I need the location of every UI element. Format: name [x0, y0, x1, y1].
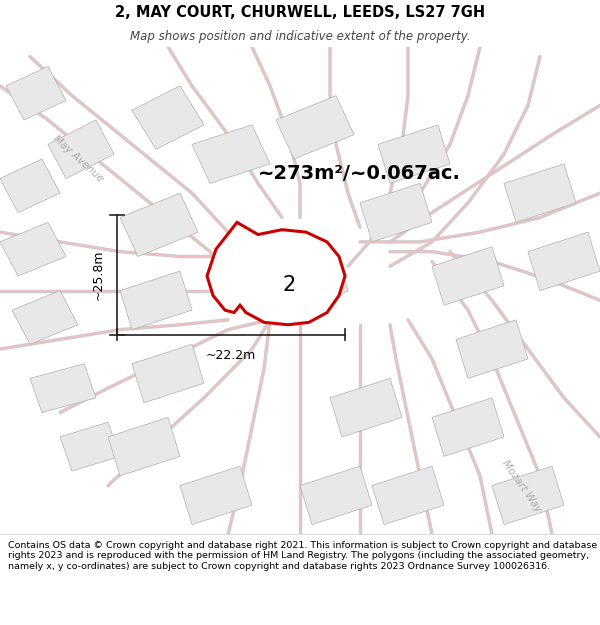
Polygon shape — [180, 466, 252, 524]
Polygon shape — [30, 364, 96, 413]
Polygon shape — [456, 320, 528, 378]
Polygon shape — [120, 193, 198, 256]
Polygon shape — [0, 222, 66, 276]
Text: Mozart Way: Mozart Way — [500, 458, 544, 514]
Polygon shape — [492, 466, 564, 524]
Text: Map shows position and indicative extent of the property.: Map shows position and indicative extent… — [130, 30, 470, 43]
Polygon shape — [210, 242, 282, 301]
Text: ~22.2m: ~22.2m — [206, 349, 256, 362]
Polygon shape — [300, 466, 372, 524]
Text: 2, MAY COURT, CHURWELL, LEEDS, LS27 7GH: 2, MAY COURT, CHURWELL, LEEDS, LS27 7GH — [115, 5, 485, 20]
Polygon shape — [60, 422, 120, 471]
Polygon shape — [276, 96, 354, 159]
Text: ~273m²/~0.067ac.: ~273m²/~0.067ac. — [258, 164, 461, 183]
Polygon shape — [132, 344, 204, 402]
Polygon shape — [432, 398, 504, 456]
Polygon shape — [120, 271, 192, 329]
Text: Contains OS data © Crown copyright and database right 2021. This information is : Contains OS data © Crown copyright and d… — [8, 541, 597, 571]
Polygon shape — [378, 125, 450, 183]
Polygon shape — [108, 418, 180, 476]
Polygon shape — [207, 222, 345, 325]
Polygon shape — [0, 159, 60, 212]
Polygon shape — [360, 183, 432, 242]
Polygon shape — [132, 86, 204, 149]
Polygon shape — [504, 164, 576, 222]
Polygon shape — [330, 378, 402, 437]
Text: 2: 2 — [282, 276, 295, 296]
Polygon shape — [192, 125, 270, 183]
Polygon shape — [432, 247, 504, 305]
Polygon shape — [6, 66, 66, 120]
Polygon shape — [12, 291, 78, 344]
Polygon shape — [528, 232, 600, 291]
Text: May Avenue: May Avenue — [51, 134, 105, 184]
Polygon shape — [372, 466, 444, 524]
Text: ~25.8m: ~25.8m — [92, 249, 105, 300]
Polygon shape — [48, 120, 114, 179]
Polygon shape — [288, 256, 348, 315]
